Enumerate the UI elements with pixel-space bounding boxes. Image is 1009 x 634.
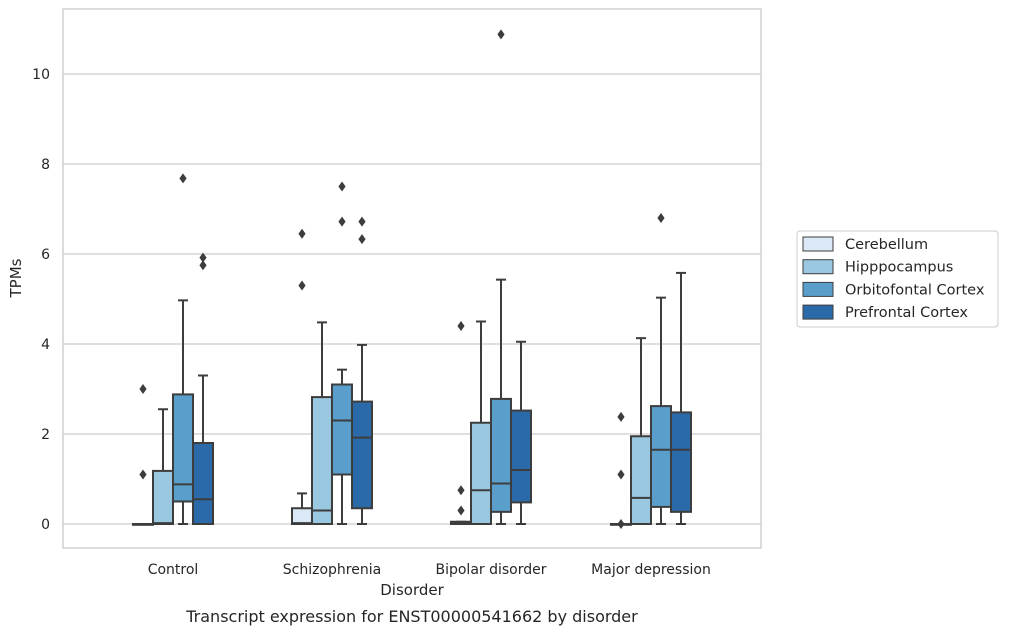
- box-orbitofontal-cortex: [650, 213, 672, 525]
- outlier-point: [358, 216, 366, 227]
- outlier-point: [298, 280, 306, 291]
- box-body: [670, 411, 692, 513]
- outlier-point: [338, 181, 346, 192]
- y-tick-label: 0: [41, 517, 50, 533]
- outlier-point: [139, 384, 147, 394]
- box-body: [192, 442, 214, 525]
- box-prefrontal-cortex: [351, 216, 373, 525]
- box-hipppocampus: [152, 408, 174, 525]
- y-tick-label: 6: [41, 247, 50, 263]
- box-cerebellum: [291, 228, 313, 525]
- outlier-point: [617, 519, 625, 529]
- y-axis-title: TPMs: [7, 258, 25, 298]
- legend-swatch: [802, 304, 834, 320]
- outlier-point: [298, 228, 306, 239]
- box-body: [172, 393, 194, 503]
- box-body: [490, 397, 512, 513]
- outlier-point: [457, 485, 465, 496]
- outlier-point: [657, 213, 665, 223]
- x-tick-label: Control: [148, 562, 199, 578]
- outlier-point: [139, 469, 147, 480]
- outlier-point: [457, 505, 465, 516]
- outlier-point: [457, 321, 465, 331]
- plot-area-frame: [62, 8, 762, 549]
- outlier-point: [497, 29, 505, 40]
- y-tick-label: 4: [41, 337, 50, 353]
- box-body: [630, 435, 652, 525]
- box-body: [291, 507, 313, 525]
- box-prefrontal-cortex: [192, 252, 214, 525]
- box-cerebellum: [132, 384, 154, 526]
- box-orbitofontal-cortex: [490, 29, 512, 525]
- outlier-point: [358, 234, 366, 245]
- outlier-point: [199, 252, 207, 263]
- legend-swatch: [802, 236, 834, 252]
- legend-frame: [796, 230, 999, 328]
- legend-swatch: [802, 281, 834, 297]
- outlier-point: [199, 260, 207, 271]
- outlier-point: [338, 216, 346, 227]
- y-tick-label: 10: [32, 67, 50, 83]
- y-tick-label: 2: [41, 427, 50, 443]
- outlier-point: [617, 469, 625, 480]
- box-body: [470, 421, 492, 525]
- box-body: [311, 396, 333, 526]
- legend-label: Hipppocampus: [845, 260, 953, 276]
- box-orbitofontal-cortex: [172, 173, 194, 525]
- figure-caption: Transcript expression for ENST0000054166…: [185, 607, 638, 626]
- box-cerebellum: [450, 321, 472, 525]
- x-tick-label: Major depression: [591, 562, 711, 578]
- box-series-layer: [132, 29, 692, 529]
- box-body: [152, 469, 174, 525]
- box-body: [650, 405, 672, 508]
- x-axis-title: Disorder: [380, 581, 444, 599]
- box-hipppocampus: [470, 320, 492, 525]
- y-tick-labels: 0 2 4 6 8 10: [32, 67, 50, 533]
- box-hipppocampus: [311, 321, 333, 526]
- box-hipppocampus: [630, 337, 652, 525]
- legend-label: Cerebellum: [845, 237, 928, 253]
- x-tick-label: Schizophrenia: [283, 562, 381, 578]
- x-tick-labels: Control Schizophrenia Bipolar disorder Majo…: [148, 562, 711, 578]
- box-orbitofontal-cortex: [331, 181, 353, 525]
- legend-swatch: [802, 259, 834, 275]
- outlier-point: [617, 411, 625, 422]
- y-tick-label: 8: [41, 157, 50, 173]
- box-body: [331, 383, 353, 476]
- legend: Cerebellum Hipppocampus Orbitofontal Corte…: [796, 230, 999, 328]
- box-cerebellum: [610, 411, 632, 529]
- legend-label: Orbitofontal Cortex: [845, 282, 985, 298]
- box-prefrontal-cortex: [510, 340, 532, 525]
- box-body: [510, 409, 532, 504]
- x-tick-label: Bipolar disorder: [435, 562, 546, 578]
- box-body: [351, 400, 373, 510]
- box-prefrontal-cortex: [670, 271, 692, 525]
- outlier-point: [179, 173, 187, 184]
- legend-label: Prefrontal Cortex: [845, 305, 968, 321]
